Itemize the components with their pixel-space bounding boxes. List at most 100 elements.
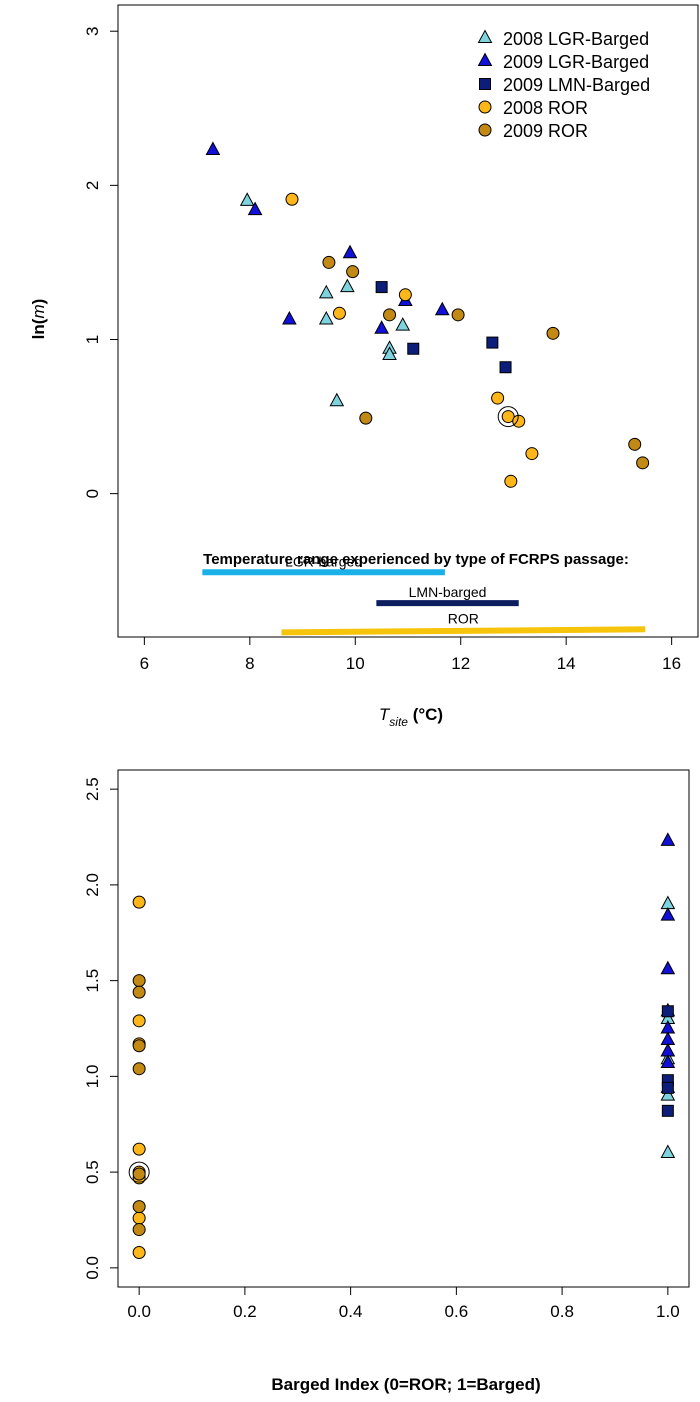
y-tick-label-0: 0	[83, 489, 102, 498]
legend-marker-2008-lgr-barged	[477, 29, 493, 44]
legend: 2008 LGR-Barged 2009 LGR-Barged 2009 LMN-B…	[477, 29, 650, 141]
axis-ticks: 0.0 0.2 0.4 0.6 0.8 1.0 0.0 0.5 1.0 1.5 2.0 2.5	[83, 777, 680, 1321]
point-2008-ror-7	[132, 1246, 146, 1260]
point-2008-lgr-barged-1	[318, 284, 334, 299]
x-tick-label-5: 1.0	[656, 1302, 680, 1321]
legend-label-2008-lgr-barged: 2008 LGR-Barged	[503, 29, 649, 49]
point-2009-ror-5	[132, 1200, 146, 1214]
legend-marker-2009-ror	[478, 123, 492, 137]
y-tick-label-1: 1	[83, 335, 102, 344]
point-2009-lgr-barged-2	[342, 244, 358, 259]
point-2008-ror-3	[132, 1142, 146, 1156]
x-tick-label-5: 16	[662, 654, 681, 673]
y-axis-prefix: ln(	[29, 318, 48, 339]
point-2009-ror-3	[132, 1062, 146, 1076]
point-2009-ror-0	[132, 974, 146, 988]
range-label-lgr-barged: LGR-barged	[285, 553, 362, 569]
point-2008-ror-1	[398, 288, 412, 302]
point-2008-lgr-barged-0	[660, 895, 676, 910]
point-2009-ror-1	[346, 265, 360, 279]
point-2008-ror-6	[132, 1211, 146, 1225]
point-2008-lgr-barged-0	[239, 192, 255, 206]
point-2009-ror-5	[359, 411, 373, 425]
point-2009-lgr-barged-1	[660, 907, 676, 921]
point-2009-ror-0	[322, 255, 336, 269]
point-2009-lgr-barged-6	[282, 310, 297, 325]
point-2009-lgr-barged-5	[374, 320, 389, 334]
point-2008-lgr-barged-2	[340, 278, 355, 293]
point-2008-ror-7	[504, 474, 518, 488]
x-tick-label-2: 0.4	[339, 1302, 363, 1321]
legend-marker-2009-lgr-barged	[477, 52, 493, 67]
x-tick-label-3: 12	[451, 654, 470, 673]
y-axis-suffix: )	[29, 299, 48, 305]
x-axis-title: Barged Index (0=ROR; 1=Barged)	[271, 1375, 540, 1394]
point-2009-lgr-barged-0	[660, 832, 676, 846]
point-2008-lgr-barged-6	[382, 346, 397, 360]
point-2008-ror-3	[491, 391, 505, 405]
x-tick-label-2: 10	[346, 654, 365, 673]
x-axis-unit: (°C)	[408, 705, 443, 724]
legend-marker-2008-ror	[478, 100, 492, 114]
point-2008-lgr-barged-7	[660, 1144, 676, 1159]
point-2008-ror-6	[525, 447, 539, 461]
y-tick-label-3: 3	[83, 26, 102, 35]
legend-label-2008-ror: 2008 ROR	[503, 98, 588, 118]
range-label-lmn-barged: LMN-barged	[409, 584, 487, 600]
point-2009-lmn-barged-3	[661, 1104, 674, 1117]
point-2008-ror-2	[332, 306, 346, 320]
point-2009-lgr-barged-4	[660, 1031, 676, 1046]
point-2008-ror-0	[285, 192, 299, 206]
y-tick-label-2: 2	[83, 181, 102, 190]
point-2009-lmn-barged-2	[661, 1081, 674, 1094]
point-2009-ror-4	[132, 1167, 146, 1181]
legend-label-2009-lmn-barged: 2009 LMN-Barged	[503, 75, 650, 95]
y-tick-label-1: 0.5	[83, 1160, 102, 1184]
x-axis-variable: T	[379, 705, 391, 724]
point-2008-ror-1	[132, 1014, 146, 1028]
y-tick-label-0: 0.0	[83, 1256, 102, 1280]
plot-frame	[117, 769, 690, 1288]
point-2009-lgr-barged-0	[205, 141, 221, 155]
point-2009-lgr-barged-1	[247, 201, 263, 216]
x-tick-label-0: 6	[140, 654, 149, 673]
range-annotation: Temperature range experienced by type of…	[203, 551, 629, 568]
barged-index-panel: 0.0 0.2 0.4 0.6 0.8 1.0 0.0 0.5 1.0 1.5 2.0 2.5 Bar…	[83, 769, 690, 1394]
point-2009-lmn-barged-0	[661, 1005, 674, 1018]
x-tick-label-4: 14	[557, 654, 576, 673]
point-2009-ror-2	[132, 1039, 146, 1053]
point-2009-ror-4	[546, 326, 560, 340]
x-axis-title: Tsite (°C)	[379, 705, 443, 729]
point-2008-lgr-barged-7	[329, 392, 345, 407]
point-2009-lmn-barged-3	[499, 361, 512, 374]
point-2009-lmn-barged-1	[407, 342, 420, 355]
temperature-ranges: LGR-barged LMN-barged ROR	[202, 553, 646, 636]
y-tick-label-5: 2.5	[83, 777, 102, 801]
plot-frame	[117, 4, 699, 638]
point-2009-lgr-barged-4	[434, 301, 450, 316]
legend-label-2009-ror: 2009 ROR	[503, 121, 588, 141]
point-2009-ror-1	[132, 985, 146, 999]
y-tick-label-2: 1.0	[83, 1065, 102, 1089]
point-2009-ror-3	[451, 308, 465, 322]
x-tick-label-1: 8	[245, 654, 254, 673]
x-tick-label-4: 0.8	[550, 1302, 574, 1321]
point-2009-ror-2	[383, 308, 397, 322]
point-2008-lgr-barged-3	[318, 310, 334, 325]
point-2009-lgr-barged-5	[660, 1042, 676, 1057]
point-2009-lmn-barged-2	[486, 336, 499, 349]
point-2009-lgr-barged-6	[660, 1054, 676, 1069]
point-2008-ror-0	[132, 895, 146, 909]
point-2009-ror-7	[636, 456, 650, 470]
range-label-ror: ROR	[448, 610, 479, 626]
y-tick-label-4: 2.0	[83, 873, 102, 897]
highlighted-point-ring	[497, 406, 519, 428]
highlighted-point-ring	[128, 1161, 150, 1183]
point-2008-ror-5	[512, 414, 526, 428]
point-2009-lmn-barged-0	[375, 281, 388, 294]
x-tick-label-1: 0.2	[233, 1302, 257, 1321]
x-tick-label-0: 0.0	[127, 1302, 151, 1321]
